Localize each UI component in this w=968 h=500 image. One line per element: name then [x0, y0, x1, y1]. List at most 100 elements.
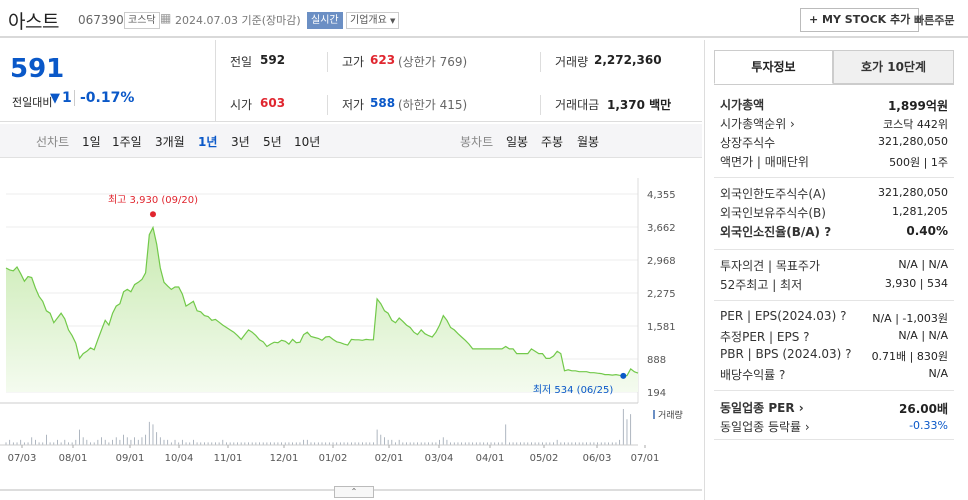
candle-chart-label[interactable]: 봉차트: [460, 135, 494, 149]
x-tick-label: 08/01: [59, 453, 88, 464]
tab-period-1y[interactable]: 1년: [198, 135, 218, 149]
divider: [215, 40, 216, 122]
info-row-label: 투자의견 | 목표주가: [720, 259, 820, 273]
price-line: [5, 225, 639, 377]
tab-period-1w[interactable]: 1주일: [112, 135, 142, 149]
info-row-label: PER | EPS(2024.03) ?: [720, 309, 847, 323]
info-row-label: 52주최고 | 최저: [720, 278, 803, 292]
min-label: 최저 534 (06/25): [533, 384, 614, 396]
tab-candle-daily[interactable]: 일봉: [506, 135, 529, 149]
info-row-value: 500원 | 1주: [889, 156, 948, 169]
tab-period-3m[interactable]: 3개월: [155, 135, 185, 149]
open-value: 603: [260, 96, 286, 110]
info-row-value: N/A | N/A: [898, 258, 948, 271]
info-row-value: 321,280,050: [878, 186, 948, 199]
price-area: [6, 227, 638, 392]
tab-period-1d[interactable]: 1일: [82, 135, 101, 149]
info-row-value: 321,280,050: [878, 135, 948, 148]
change-value: 1: [62, 90, 72, 106]
info-row-label: 외국인보유주식수(B): [720, 206, 826, 220]
change-label: 전일대비: [12, 96, 53, 109]
y-tick-label: 3,662: [647, 223, 676, 234]
high-value: 623: [370, 53, 396, 67]
info-row-label: PBR | BPS (2024.03) ?: [720, 347, 852, 361]
divider: [540, 52, 541, 72]
x-tick-label: 02/01: [375, 453, 404, 464]
high-label: 고가: [342, 55, 365, 69]
y-tick-label: 4,355: [647, 190, 676, 201]
down-arrow-icon: ▼: [50, 91, 60, 106]
x-tick-label: 10/04: [165, 453, 194, 464]
max-label: 최고 3,930 (09/20): [108, 194, 198, 206]
x-tick-label: 01/02: [319, 453, 348, 464]
x-tick-label: 04/01: [476, 453, 505, 464]
company-info-label: 기업개요: [350, 15, 387, 26]
divider: [74, 90, 75, 106]
current-price: 591: [10, 54, 65, 84]
x-tick-label: 03/04: [425, 453, 454, 464]
company-info-dropdown[interactable]: 기업개요 ▼: [346, 12, 400, 29]
header-bar: 아스트 067390 코스닥 ▦ 2024.07.03 기준(장마감) 실시간 …: [0, 0, 968, 38]
tab-candle-monthly[interactable]: 월봉: [577, 135, 600, 149]
info-row-label: 외국인소진율(B/A) ?: [720, 225, 832, 239]
info-row-value: N/A: [928, 367, 948, 380]
prev-close-label: 전일: [230, 55, 253, 69]
info-row-value: 0.40%: [906, 224, 948, 238]
prev-close-value: 592: [260, 53, 286, 67]
realtime-badge[interactable]: 실시간: [307, 12, 343, 29]
x-tick-label: 07/03: [8, 453, 37, 464]
low-value: 588: [370, 96, 396, 110]
x-tick-label: 05/02: [530, 453, 559, 464]
tab-period-3y[interactable]: 3년: [231, 135, 250, 149]
volume-label: 거래량: [658, 409, 683, 421]
tab-hoga-10[interactable]: 호가 10단계: [833, 50, 954, 84]
tab-period-5y[interactable]: 5년: [263, 135, 282, 149]
min-marker: [620, 372, 627, 379]
info-row-value: N/A | N/A: [898, 329, 948, 342]
quick-order-link[interactable]: 빠른주문: [914, 14, 955, 27]
info-row-label: 동일업종 PER ›: [720, 401, 804, 415]
max-marker: [149, 211, 156, 218]
line-chart-label[interactable]: 선차트: [36, 135, 70, 149]
x-tick-label: 09/01: [116, 453, 145, 464]
y-tick-label: 2,275: [647, 289, 676, 300]
x-tick-label: 07/01: [631, 453, 660, 464]
divider: [714, 300, 954, 301]
upper-limit: (상한가 769): [398, 55, 468, 69]
x-tick-label: 06/03: [583, 453, 612, 464]
info-row-value: 26.00배: [899, 402, 948, 416]
calendar-icon: ▦: [160, 11, 172, 25]
price-panel: [0, 40, 702, 122]
price-chart-svg: 4,355 3,662 2,968 2,275 1,581 888 194 최고 3,930 …: [0, 178, 702, 491]
tab-candle-weekly[interactable]: 주봉: [541, 135, 564, 149]
info-row-label: 배당수익률 ?: [720, 368, 786, 382]
info-row-value: 3,930 | 534: [884, 277, 948, 290]
volume-label: 거래량: [555, 55, 589, 69]
info-row-label: 시가총액순위 ›: [720, 117, 795, 131]
info-row-label: 시가총액: [720, 98, 765, 112]
tab-period-10y[interactable]: 10년: [294, 135, 321, 149]
chart-collapse-button[interactable]: ⌃: [334, 486, 374, 498]
divider: [714, 390, 954, 391]
divider: [714, 439, 954, 440]
x-tick-label: 11/01: [214, 453, 243, 464]
divider: [714, 249, 954, 250]
info-row-label: 동일업종 등락률 ›: [720, 420, 810, 434]
info-row-value: -0.33%: [909, 419, 948, 432]
divider: [540, 95, 541, 115]
open-label: 시가: [230, 98, 253, 112]
stock-code: 067390: [78, 13, 124, 27]
lower-limit: (하한가 415): [398, 98, 468, 112]
price-chart: 4,355 3,662 2,968 2,275 1,581 888 194 최고 3,930 …: [0, 158, 702, 500]
date-text: 2024.07.03 기준(장마감): [175, 14, 301, 27]
y-tick-label: 194: [647, 388, 666, 399]
market-badge: 코스닥: [124, 12, 160, 29]
chart-tab-row: [0, 124, 702, 158]
tab-invest-info[interactable]: 투자정보: [714, 50, 833, 84]
change-percent: -0.17%: [80, 90, 135, 106]
low-label: 저가: [342, 98, 365, 112]
add-my-stock-button[interactable]: + MY STOCK 추가: [800, 8, 920, 32]
info-row-value: 0.71배 | 830원: [871, 350, 948, 363]
divider: [327, 52, 328, 72]
amount-value: 1,370 백만: [607, 98, 672, 112]
